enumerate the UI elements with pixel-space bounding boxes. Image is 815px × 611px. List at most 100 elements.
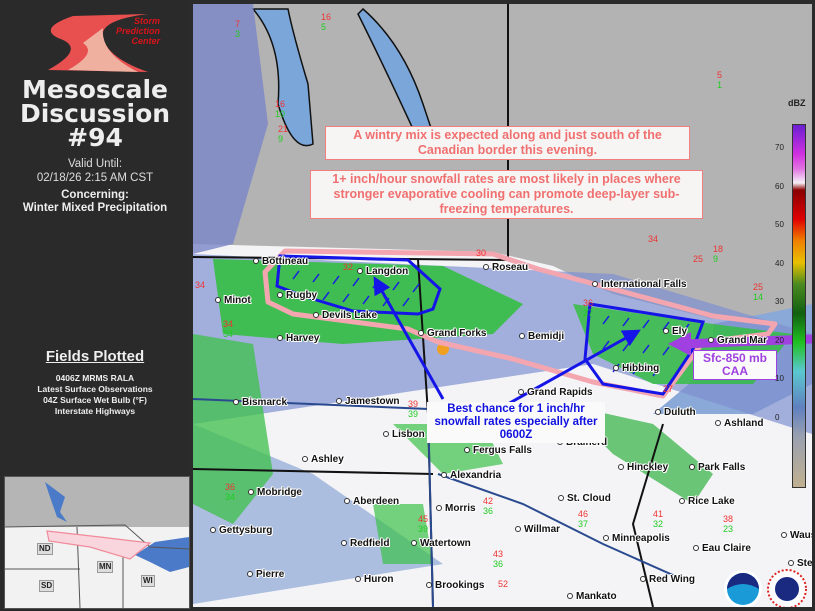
city-label: Bemidji [519, 331, 564, 343]
city-label: Fergus Falls [464, 445, 532, 457]
city-label: Hibbing [613, 363, 659, 375]
station-temperature: 5 [717, 70, 723, 80]
station-plot: 34 34 [223, 319, 233, 339]
station-temperature: 25 [693, 254, 704, 264]
city-label: Morris [436, 503, 476, 515]
city-label: Huron [355, 574, 393, 586]
city-label: Lisbon [383, 429, 425, 441]
station-temperature: 46 [578, 509, 589, 519]
station-temperature: 27 [663, 384, 674, 394]
station-temperature: 30 [476, 248, 487, 258]
annotation-snowfall-rates: 1+ inch/hour snowfall rates are most lik… [310, 170, 703, 219]
city-label: Aberdeen [344, 496, 399, 508]
station-plot: 43 36 [493, 549, 503, 569]
city-label: Alexandria [441, 470, 501, 482]
city-label: Minneapolis [603, 533, 670, 545]
city-label: Jamestown [336, 396, 399, 408]
city-label: Ashley [302, 454, 344, 466]
station-temperature: 18 [713, 244, 724, 254]
locator-inset-map: ND MN SD WI [4, 476, 190, 609]
colorbar-tick: 10 [775, 374, 784, 383]
station-temperature: 52 [498, 579, 509, 589]
city-label: Mankato [567, 591, 617, 603]
station-temperature: 32 [343, 262, 354, 272]
colorbar-tick: 50 [775, 220, 784, 229]
page-title: Mesoscale Discussion #94 [0, 77, 190, 150]
city-label: Grand Mar [708, 335, 767, 347]
station-plot: 21 9 [278, 124, 288, 144]
station-wetbulb: 34 [225, 492, 236, 502]
city-label: Ely [663, 326, 687, 338]
station-plot: 46 37 [578, 509, 588, 529]
station-temperature: 25 [753, 282, 764, 292]
annotation-wintry-mix: A wintry mix is expected along and just … [325, 126, 690, 160]
station-temperature: 42 [483, 496, 494, 506]
station-plot: 25 [693, 254, 703, 264]
noaa-logo [724, 570, 762, 607]
title-line2: Discussion [19, 99, 171, 128]
city-label: Rice Lake [679, 496, 735, 508]
station-wetbulb: 9 [713, 254, 719, 264]
city-label: Bottineau [253, 256, 308, 268]
city-label: Duluth [655, 407, 696, 419]
radar-map: Bottineau Langdon Roseau International Fall… [193, 4, 812, 607]
city-label: Devils Lake [313, 310, 377, 322]
sidebar: Storm Prediction Center Mesoscale Discus… [0, 0, 190, 611]
station-wetbulb: 36 [483, 506, 494, 516]
station-plot: 39 39 [408, 399, 418, 419]
field-item: Latest Surface Observations [37, 384, 153, 394]
station-plot: 38 23 [723, 514, 733, 534]
city-label: Harvey [277, 333, 319, 345]
station-plot: 52 [498, 579, 508, 589]
nws-logo [767, 569, 807, 607]
station-wetbulb: 5 [321, 22, 327, 32]
city-label: Eau Claire [693, 543, 751, 555]
valid-value: 02/18/26 2:15 AM CST [36, 172, 154, 184]
field-item: 04Z Surface Wet Bulb (°F) [43, 395, 147, 405]
station-plot: 27 [663, 384, 673, 394]
city-label: Watertown [411, 538, 471, 550]
station-plot: 32 [343, 262, 353, 272]
colorbar-tick: 0 [775, 412, 780, 422]
city-label: Rugby [277, 290, 317, 302]
station-wetbulb: 27 [583, 308, 594, 318]
city-label: Stev [788, 558, 812, 570]
city-label: Mobridge [248, 487, 302, 499]
inset-map-shapes [5, 477, 189, 608]
colorbar-tick: 30 [775, 297, 784, 306]
field-item: 0406Z MRMS RALA [55, 373, 135, 383]
map-layers [193, 4, 812, 607]
station-wetbulb: 39 [408, 409, 419, 419]
city-label: Redfield [341, 538, 389, 550]
station-plot: 36 34 [225, 482, 235, 502]
city-label: Grand Forks [418, 328, 486, 340]
fields-heading: Fields Plotted [45, 348, 145, 365]
station-plot: 30 [476, 248, 486, 258]
station-temperature: 38 [723, 514, 734, 524]
colorbar-tick: 60 [775, 181, 784, 191]
city-label: Gettysburg [210, 525, 272, 537]
station-wetbulb: 14 [753, 292, 764, 302]
station-wetbulb: 36 [493, 559, 504, 569]
station-temperature: 16 [275, 99, 286, 109]
station-wetbulb: 10 [275, 109, 286, 119]
station-wetbulb: 39 [418, 524, 429, 534]
spc-logo-text: Storm Prediction Center [115, 16, 160, 46]
reflectivity-colorbar [792, 124, 806, 488]
valid-label: Valid Until: [67, 158, 123, 170]
station-plot: 16 10 [275, 99, 285, 119]
station-wetbulb: 37 [578, 519, 589, 529]
station-plot: 45 39 [418, 514, 428, 534]
city-label: International Falls [592, 279, 687, 291]
station-temperature: 36 [225, 482, 236, 492]
station-plot: 25 14 [753, 282, 763, 302]
city-label: Red Wing [640, 574, 695, 586]
station-wetbulb: 1 [717, 80, 723, 90]
station-plot: 34 [195, 280, 205, 290]
station-wetbulb: 34 [223, 329, 234, 339]
inset-state-label: SD [39, 580, 55, 592]
city-label: Grand Rapids [518, 387, 593, 399]
station-wetbulb: 3 [235, 29, 241, 39]
